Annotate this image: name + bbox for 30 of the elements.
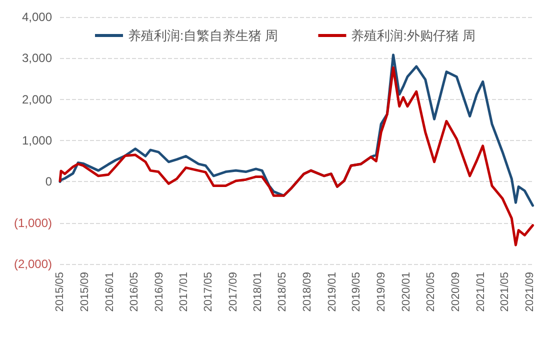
y-tick-label: 2,000 xyxy=(22,92,52,106)
x-tick-label: 2020/09 xyxy=(450,272,462,312)
x-tick-label: 2020/01 xyxy=(400,272,412,312)
x-tick-label: 2017/09 xyxy=(227,272,240,312)
x-tick-label: 2018/01 xyxy=(252,272,264,312)
x-tick-label: 2019/01 xyxy=(326,272,338,312)
x-tick-label: 2021/09 xyxy=(524,272,536,312)
x-tick-label: 2019/05 xyxy=(350,272,363,312)
x-tick-label: 2015/09 xyxy=(78,272,91,312)
x-tick-label: 2017/01 xyxy=(178,272,190,312)
x-tick-label: 2021/01 xyxy=(474,272,487,312)
y-tick-label: 3,000 xyxy=(22,51,52,66)
x-tick-label: 2020/05 xyxy=(425,272,438,312)
x-tick-label: 2015/05 xyxy=(54,272,66,312)
y-tick-label: 0 xyxy=(45,174,52,189)
x-tick-label: 2016/09 xyxy=(153,272,166,312)
x-tick-label: 2019/09 xyxy=(376,272,388,312)
y-tick-label: (1,000) xyxy=(14,216,52,230)
x-tick-label: 2018/05 xyxy=(276,272,289,312)
y-tick-label: 4,000 xyxy=(22,10,52,24)
y-tick-label: 1,000 xyxy=(22,134,52,148)
x-tick-label: 2016/05 xyxy=(128,272,140,312)
legend-label: 养殖利润:自繁自养生猪 周 xyxy=(128,28,278,43)
x-tick-label: 2017/05 xyxy=(202,272,214,312)
line-series xyxy=(58,66,534,246)
x-tick-label: 2021/05 xyxy=(499,272,512,312)
legend-label: 养殖利润:外购仔猪 周 xyxy=(351,28,476,43)
x-tick-label: 2016/01 xyxy=(104,272,116,312)
x-tick-label: 2018/09 xyxy=(302,272,314,312)
y-tick-label: (2,000) xyxy=(14,257,52,271)
